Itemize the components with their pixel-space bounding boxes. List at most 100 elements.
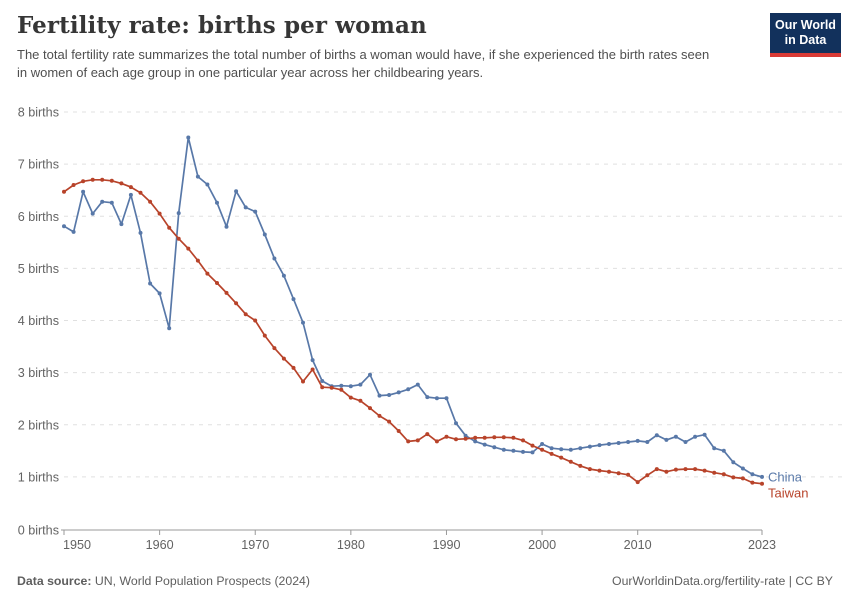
data-point <box>597 468 602 473</box>
data-point <box>348 395 353 400</box>
data-point <box>501 435 506 440</box>
data-point <box>320 385 325 390</box>
data-point <box>329 385 334 390</box>
data-point <box>473 439 478 444</box>
data-point <box>119 181 124 186</box>
data-point <box>234 189 239 194</box>
data-point <box>396 390 401 395</box>
x-tick-label: 1990 <box>432 538 460 552</box>
data-point <box>387 419 392 424</box>
owid-logo-line2: in Data <box>784 33 827 48</box>
data-point <box>138 190 143 195</box>
data-point <box>616 441 621 445</box>
data-point <box>750 480 755 485</box>
data-point <box>377 393 382 398</box>
data-point <box>100 177 105 182</box>
data-point <box>272 346 277 351</box>
data-point <box>205 182 210 187</box>
data-point <box>100 199 105 204</box>
data-point <box>712 470 717 475</box>
owid-logo[interactable]: Our World in Data <box>770 13 841 57</box>
data-point <box>148 199 153 204</box>
data-point <box>511 435 516 440</box>
data-point <box>712 446 717 451</box>
data-point <box>559 455 564 460</box>
data-point <box>157 291 162 296</box>
data-point <box>425 395 430 400</box>
data-point <box>253 318 258 323</box>
data-point <box>454 437 458 442</box>
data-point <box>415 382 420 387</box>
data-point <box>731 475 736 480</box>
y-tick-label: 7 births <box>18 158 59 172</box>
y-tick-label: 6 births <box>18 210 59 224</box>
data-point <box>368 372 372 377</box>
data-point <box>626 472 631 477</box>
data-point <box>157 211 162 216</box>
data-point <box>578 463 583 468</box>
data-point <box>119 222 124 227</box>
data-point <box>272 256 277 261</box>
y-tick-label: 1 births <box>18 470 59 484</box>
data-point <box>243 312 248 317</box>
data-point <box>549 451 554 456</box>
data-point <box>109 200 114 205</box>
data-point <box>234 301 239 306</box>
data-point <box>444 434 449 439</box>
data-point <box>434 439 439 444</box>
data-point <box>654 433 659 438</box>
x-tick-label: 1970 <box>241 538 269 552</box>
footer-citation-link[interactable]: OurWorldinData.org/fertility-rate | CC B… <box>612 574 833 588</box>
data-point <box>281 356 286 361</box>
data-point <box>339 383 344 388</box>
data-point <box>645 473 650 478</box>
x-tick-label: 1980 <box>337 538 365 552</box>
data-point <box>702 468 707 473</box>
data-point <box>635 438 640 443</box>
data-point <box>425 432 430 437</box>
data-point <box>406 387 411 392</box>
data-point <box>406 439 411 444</box>
data-point <box>71 229 76 234</box>
data-point <box>540 442 545 446</box>
data-point <box>673 434 678 439</box>
data-point <box>607 442 611 446</box>
data-point <box>396 429 401 433</box>
data-point <box>568 459 573 464</box>
data-point <box>128 185 133 190</box>
data-point <box>215 200 219 205</box>
data-point <box>90 211 95 216</box>
data-point <box>626 440 631 444</box>
data-point <box>348 384 353 389</box>
data-point <box>664 469 669 474</box>
data-point <box>521 449 525 454</box>
data-point <box>186 135 191 140</box>
owid-logo-line1: Our World <box>775 18 836 32</box>
data-point <box>587 444 592 449</box>
data-point <box>683 467 688 472</box>
y-tick-label: 5 births <box>18 262 59 276</box>
chart-header: Fertility rate: births per woman The tot… <box>17 12 755 81</box>
data-point <box>377 413 382 418</box>
chart-subtitle: The total fertility rate summarizes the … <box>17 47 710 80</box>
series-taiwan: Taiwan <box>62 177 808 500</box>
data-point <box>597 443 602 448</box>
data-point <box>549 446 554 451</box>
data-point <box>731 460 736 465</box>
data-point <box>253 209 258 214</box>
data-point <box>62 224 66 229</box>
gridlines: 0 births 1 births 2 births 3 births 4 births… <box>18 106 844 538</box>
data-point <box>195 174 200 179</box>
data-point <box>501 447 506 452</box>
data-point <box>81 179 86 184</box>
y-tick-label: 2 births <box>18 418 59 432</box>
data-point <box>224 224 229 229</box>
data-point <box>568 447 573 452</box>
data-point <box>482 435 487 440</box>
data-point <box>291 365 296 370</box>
data-point <box>463 433 468 438</box>
x-axis: 1950 1960 1970 1980 1990 2000 2010 2023 <box>63 530 776 552</box>
data-point <box>578 446 583 451</box>
taiwan-line <box>63 178 763 485</box>
